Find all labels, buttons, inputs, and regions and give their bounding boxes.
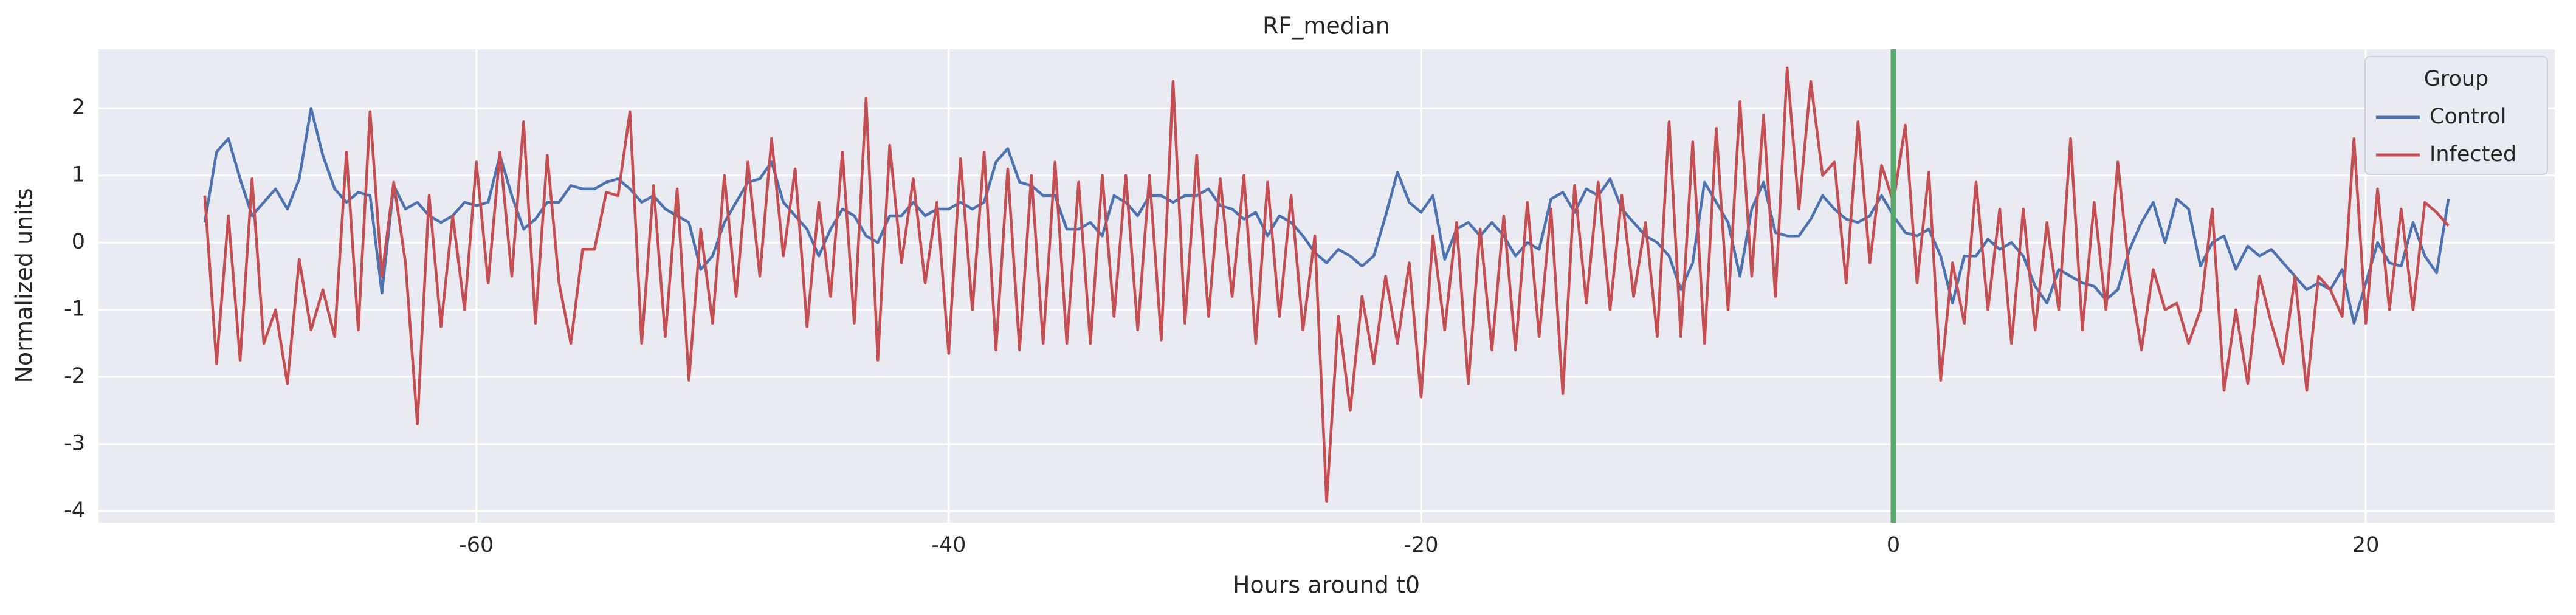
y-tick-label: 1 [72, 163, 85, 187]
legend-box [2364, 56, 2548, 175]
lines [203, 49, 2450, 523]
x-tick-label: -40 [931, 533, 966, 557]
chart-title: RF_median [1262, 13, 1390, 40]
ticks: -60 -40 -20 0 20 -4 -3 -2 -1 0 1 2 [64, 95, 2379, 557]
series-line [203, 106, 2450, 325]
legend-title: Group [2424, 67, 2489, 91]
y-tick-label: 2 [72, 95, 85, 120]
y-tick-label: -1 [64, 297, 85, 321]
legend-label: Control [2430, 105, 2507, 129]
legend: Group Control Infected [2364, 56, 2548, 175]
x-tick-label: -20 [1403, 533, 1438, 557]
y-tick-label: -2 [64, 364, 85, 388]
x-tick-label: 0 [1887, 533, 1900, 557]
y-axis-label: Normalized units [11, 188, 38, 383]
grid [98, 49, 2555, 523]
y-tick-label: -3 [64, 431, 85, 456]
x-tick-label: -60 [459, 533, 494, 557]
series-line [203, 66, 2450, 503]
y-tick-label: 0 [72, 230, 85, 254]
x-tick-label: 20 [2352, 533, 2380, 557]
legend-label: Infected [2430, 142, 2516, 167]
x-axis-label: Hours around t0 [1233, 572, 1420, 599]
y-tick-label: -4 [64, 498, 85, 523]
